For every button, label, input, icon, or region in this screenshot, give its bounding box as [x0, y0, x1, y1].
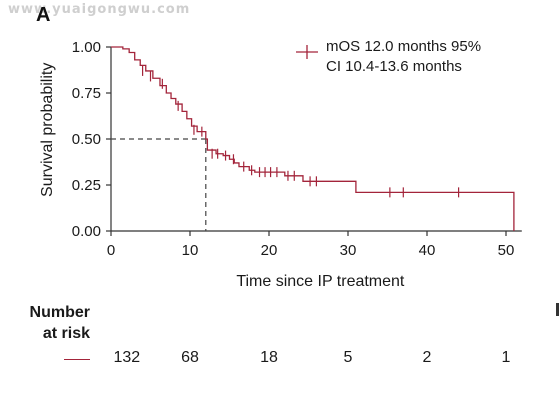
y-axis-title: Survival probability	[39, 63, 56, 197]
y-tick-label: 0.50	[72, 131, 101, 148]
watermark-text: www.yuaigongwu.com	[8, 2, 191, 17]
risk-table-title-line1: Number	[29, 304, 90, 321]
x-tick-label: 50	[498, 242, 515, 259]
risk-table-title-line2: at risk	[42, 325, 90, 342]
y-tick-label: 0.00	[72, 223, 101, 240]
legend-entry-text: mOS 12.0 months 95%	[326, 38, 481, 55]
x-tick-label: 30	[340, 242, 357, 259]
risk-table-title: Number at risk	[22, 302, 90, 344]
risk-count: 18	[260, 349, 278, 366]
x-tick-label: 40	[419, 242, 436, 259]
x-tick-label: 0	[107, 242, 115, 259]
km-survival-chart: 0 10 20 30 40 50 0.00 0.25 0.50 0.75 1.00 Time sinc…	[39, 38, 522, 290]
risk-count: 68	[181, 349, 199, 366]
y-tick-label: 0.75	[72, 85, 101, 102]
x-tick-label: 20	[261, 242, 278, 259]
panel-label: A	[36, 4, 51, 26]
risk-series-swatch	[64, 359, 90, 360]
legend-entry-text: CI 10.4-13.6 months	[326, 58, 462, 75]
x-tick-label: 10	[182, 242, 199, 259]
x-axis-title: Time since IP treatment	[236, 273, 405, 290]
risk-count: 2	[422, 349, 432, 366]
risk-count: 5	[343, 349, 353, 366]
y-tick-label: 0.25	[72, 177, 101, 194]
survival-curve	[111, 46, 515, 231]
risk-count: 1	[501, 349, 511, 366]
risk-count: 132	[113, 349, 141, 366]
y-tick-label: 1.00	[72, 39, 101, 56]
cropped-edge-mark	[556, 303, 559, 316]
